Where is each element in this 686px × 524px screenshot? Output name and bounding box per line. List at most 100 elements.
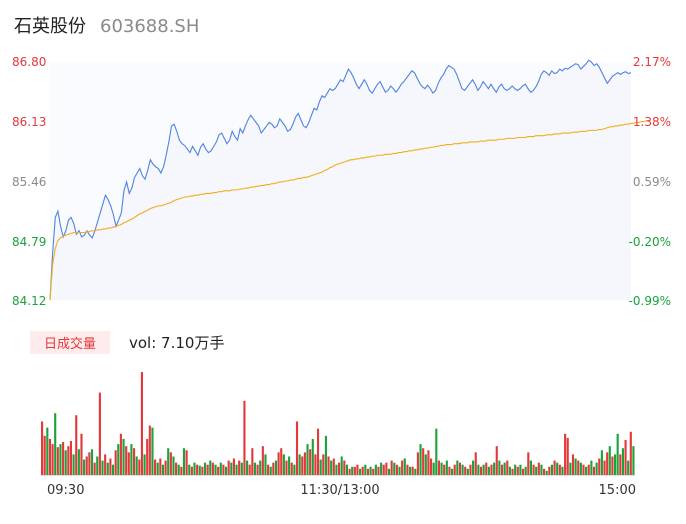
volume-bar: [535, 466, 538, 475]
volume-bar: [456, 460, 459, 475]
volume-bar: [206, 464, 209, 475]
volume-bar: [545, 470, 548, 475]
volume-bar: [309, 449, 312, 475]
volume-bar: [148, 425, 151, 475]
volume-bar: [193, 462, 196, 475]
volume-bar: [453, 464, 456, 475]
volume-bar: [104, 454, 107, 475]
volume-bar: [238, 460, 241, 475]
volume-bar: [259, 460, 262, 475]
volume-bar: [88, 452, 91, 475]
volume-bar: [514, 464, 517, 475]
volume-bar: [592, 466, 596, 475]
volume-bar: [351, 466, 354, 475]
volume-bar: [550, 464, 554, 475]
volume-bar: [493, 462, 496, 475]
volume-bar: [114, 450, 117, 475]
volume-bar: [164, 460, 167, 475]
volume-bar: [172, 456, 175, 475]
volume-bar: [54, 413, 57, 475]
volume-bar: [330, 460, 333, 475]
volume-bar: [416, 452, 419, 475]
volume-bar: [122, 438, 125, 475]
volume-bar: [359, 468, 362, 475]
volume-bar: [414, 468, 417, 475]
volume-bar: [138, 459, 141, 475]
volume-bar: [269, 466, 272, 475]
volume-bar: [324, 435, 327, 475]
volume-bar: [616, 433, 619, 475]
volume-bar: [469, 464, 472, 475]
y-tick-left: 84.12: [12, 294, 46, 308]
volume-bar: [606, 452, 609, 475]
volume-bar: [482, 464, 485, 475]
volume-bar: [345, 464, 349, 475]
volume-bar: [458, 462, 462, 475]
volume-bar: [401, 460, 404, 475]
volume-bar: [319, 459, 322, 475]
volume-bar: [251, 448, 254, 475]
volume-bar: [443, 464, 446, 475]
volume-bar: [603, 460, 606, 475]
y-tick-right: 1.38%: [633, 115, 671, 129]
price-line: [49, 59, 632, 301]
volume-bar: [272, 462, 275, 475]
volume-bar: [479, 466, 483, 475]
volume-bar: [146, 438, 149, 475]
volume-bar: [422, 448, 425, 475]
volume-bar: [419, 444, 422, 475]
volume-bar: [230, 462, 233, 475]
volume-bar: [485, 462, 488, 475]
volume-bar: [311, 438, 314, 475]
volume-bar: [627, 460, 630, 475]
volume-bar: [498, 460, 501, 475]
volume-bar: [175, 462, 178, 475]
volume-bar: [222, 464, 225, 475]
volume-bar: [93, 462, 96, 475]
volume-bar: [80, 433, 83, 475]
volume-tab[interactable]: 日成交量: [30, 331, 110, 354]
volume-bar: [180, 466, 183, 475]
volume-bar: [109, 458, 112, 475]
volume-bar: [348, 468, 351, 475]
volume-bar: [511, 468, 514, 475]
volume-bar: [290, 462, 293, 475]
x-tick-open: 09:30: [47, 483, 84, 498]
volume-bar: [267, 464, 270, 475]
price-area-fill: [50, 60, 631, 300]
volume-bar: [521, 468, 525, 475]
x-tick-close: 15:00: [599, 483, 636, 498]
volume-bar: [69, 441, 73, 475]
volume-bar: [461, 464, 464, 475]
volume-bar: [98, 392, 101, 475]
volume-bar: [608, 446, 611, 475]
volume-bar: [243, 400, 246, 475]
volume-bar: [261, 446, 264, 475]
volume-bar: [590, 460, 593, 475]
volume-bar: [490, 464, 493, 475]
volume-bar: [598, 458, 601, 475]
volume-bar: [167, 448, 170, 475]
volume-bar: [374, 464, 377, 475]
volume-bar: [277, 452, 280, 475]
volume-bar: [185, 450, 188, 475]
volume-bar: [156, 462, 159, 475]
volume-bar: [356, 464, 359, 475]
volume-bar: [390, 460, 393, 475]
volume-bar: [464, 466, 467, 475]
volume-bar: [43, 435, 46, 475]
volume-bar: [579, 462, 582, 475]
volume-bar: [477, 464, 480, 475]
volume-bar: [613, 454, 617, 475]
volume-bar: [621, 448, 624, 475]
volume-bar: [72, 454, 75, 475]
volume-bar: [343, 460, 346, 475]
volume-bar: [198, 465, 201, 475]
volume-bar: [585, 466, 588, 475]
volume-bar: [135, 456, 138, 475]
volume-bar: [62, 442, 65, 475]
volume-bar: [224, 466, 228, 475]
volume-bar: [75, 415, 78, 475]
volume-bar: [487, 466, 490, 475]
